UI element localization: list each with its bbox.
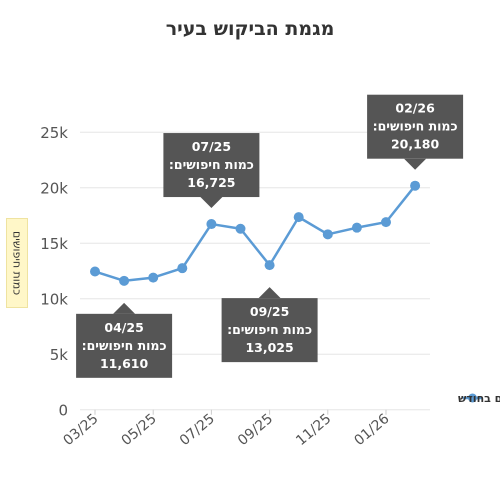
- tooltip-pointer: [404, 158, 427, 170]
- data-point: [264, 260, 275, 271]
- data-point: [381, 217, 391, 228]
- data-point: [351, 222, 362, 233]
- tooltip-date: 07/25: [192, 139, 231, 154]
- data-point: [293, 212, 304, 223]
- tooltip-label: כמות חיפושים:: [227, 322, 312, 337]
- tooltip-pointer: [200, 197, 223, 209]
- y-axis-label-box: [6, 218, 28, 308]
- data-point: [206, 219, 217, 230]
- tooltip-date: 02/26: [395, 101, 435, 116]
- tooltip-date: 09/25: [250, 304, 289, 319]
- tooltip-box: [367, 94, 464, 159]
- tooltip-value: 20,180: [391, 137, 440, 152]
- x-tick-label: 05/25: [119, 411, 160, 449]
- data-point: [90, 266, 100, 277]
- tooltip-pointer: [113, 302, 136, 314]
- data-point: [177, 263, 188, 274]
- tooltip-value: 16,725: [187, 175, 235, 190]
- x-tick-label: 09/25: [235, 411, 276, 449]
- tooltip-label: כמות חיפושים:: [373, 119, 458, 134]
- tooltip-box: [221, 298, 318, 363]
- tooltip-label: כמות חיפושים:: [169, 157, 254, 172]
- tooltip-box: [163, 133, 260, 198]
- tooltip-date: 04/25: [104, 320, 143, 335]
- x-tick-label: 01/26: [351, 411, 392, 449]
- tooltip-pointer: [258, 287, 281, 299]
- y-tick-label: 20k: [40, 180, 68, 198]
- data-point: [410, 180, 421, 191]
- y-tick-label: 0: [58, 402, 68, 420]
- y-tick-label: 25k: [40, 124, 68, 142]
- series-line: [94, 184, 417, 283]
- data-point: [322, 229, 333, 240]
- tooltip-box: [76, 313, 173, 378]
- legend-label: חיפושים בחודש: [458, 392, 500, 405]
- tooltip-value: 11,610: [100, 356, 149, 371]
- tooltip-value: 13,025: [245, 340, 293, 355]
- y-tick-label: 10k: [40, 291, 68, 309]
- y-tick-label: 5k: [50, 346, 69, 364]
- tooltip-label: כמות חיפושים:: [82, 338, 167, 353]
- data-point: [119, 275, 130, 286]
- legend-marker: [468, 393, 477, 403]
- data-point: [235, 223, 246, 234]
- y-tick-label: 15k: [40, 235, 68, 253]
- data-point: [148, 272, 159, 283]
- x-tick-label: 07/25: [177, 411, 218, 449]
- chart-title: מגמת הביקוש בעיר: [165, 18, 335, 40]
- x-tick-label: 11/25: [293, 411, 334, 449]
